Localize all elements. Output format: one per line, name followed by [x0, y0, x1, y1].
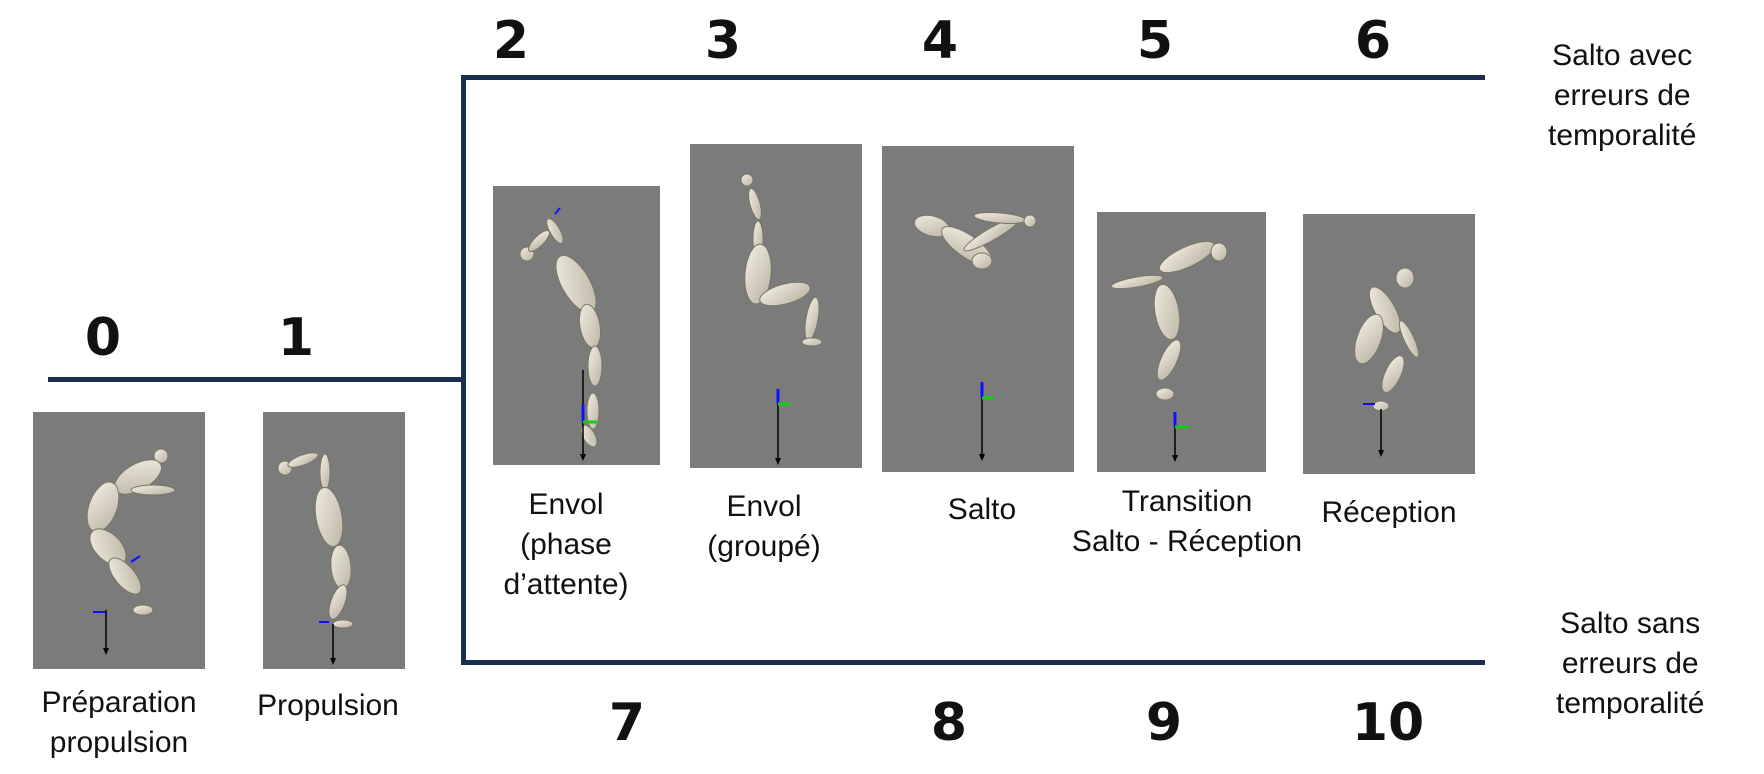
mannequin-figure	[277, 452, 354, 665]
phase-label-salto: Salto	[948, 490, 1016, 530]
mannequin-figure	[1354, 267, 1420, 457]
pose-image-transition	[1097, 212, 1266, 472]
pose-image-preparation	[33, 412, 205, 669]
timeline-upper-branch	[461, 75, 1485, 80]
phase-label-transition: Transition Salto - Réception	[1072, 482, 1302, 562]
mannequin-figure	[740, 173, 823, 465]
timeline-lower-branch	[461, 660, 1485, 665]
side-line: erreurs de	[1561, 647, 1699, 680]
phase-label-propulsion: Propulsion	[257, 686, 399, 726]
phase-number-5: 5	[1136, 11, 1174, 71]
label-line: Salto - Réception	[1071, 525, 1303, 558]
label-line: (phase	[520, 528, 612, 561]
phase-number-1: 1	[277, 308, 315, 368]
side-line: temporalité	[1548, 119, 1697, 152]
pose-image-envol-groupe	[690, 144, 862, 468]
phase-number-7: 7	[608, 693, 646, 753]
side-line: Salto sans	[1560, 607, 1701, 640]
timeline-vertical-branch	[461, 75, 466, 665]
phase-number-6: 6	[1354, 11, 1392, 71]
phase-label-preparation: Préparation propulsion	[41, 683, 196, 763]
pose-image-salto	[882, 146, 1074, 472]
side-line: temporalité	[1556, 687, 1705, 720]
label-line: d’attente)	[503, 568, 629, 601]
label-salto-without-errors: Salto sans erreurs de temporalité	[1556, 604, 1704, 724]
pose-image-propulsion	[263, 412, 405, 669]
phase-number-9: 9	[1145, 693, 1183, 753]
label-line: Réception	[1321, 496, 1457, 529]
label-line: (groupé)	[707, 530, 821, 563]
phase-number-10: 10	[1351, 693, 1425, 753]
label-line: Préparation	[41, 686, 197, 719]
label-line: Salto	[947, 493, 1017, 526]
phase-label-envol-attente: Envol (phase d’attente)	[503, 485, 628, 605]
label-line: Propulsion	[257, 689, 399, 722]
pose-image-reception	[1303, 214, 1475, 474]
mannequin-figure	[519, 207, 603, 461]
phase-number-0: 0	[84, 308, 122, 368]
label-line: Envol	[528, 488, 604, 521]
label-line: Envol	[726, 490, 802, 523]
phase-number-3: 3	[704, 11, 742, 71]
phase-label-reception: Réception	[1321, 493, 1456, 533]
mannequin-figure	[913, 212, 1037, 461]
mannequin-figure	[86, 448, 176, 655]
phase-number-2: 2	[492, 11, 530, 71]
pose-image-envol-attente	[493, 186, 660, 465]
phase-label-envol-groupe: Envol (groupé)	[707, 487, 820, 567]
phase-number-8: 8	[930, 693, 968, 753]
label-line: Transition	[1121, 485, 1253, 518]
side-line: erreurs de	[1553, 79, 1691, 112]
label-salto-with-errors: Salto avec erreurs de temporalité	[1548, 36, 1696, 156]
side-line: Salto avec	[1552, 39, 1693, 72]
phase-number-4: 4	[921, 11, 959, 71]
label-line: propulsion	[49, 726, 189, 759]
timeline-lower-left	[48, 377, 466, 382]
mannequin-figure	[1110, 240, 1228, 462]
